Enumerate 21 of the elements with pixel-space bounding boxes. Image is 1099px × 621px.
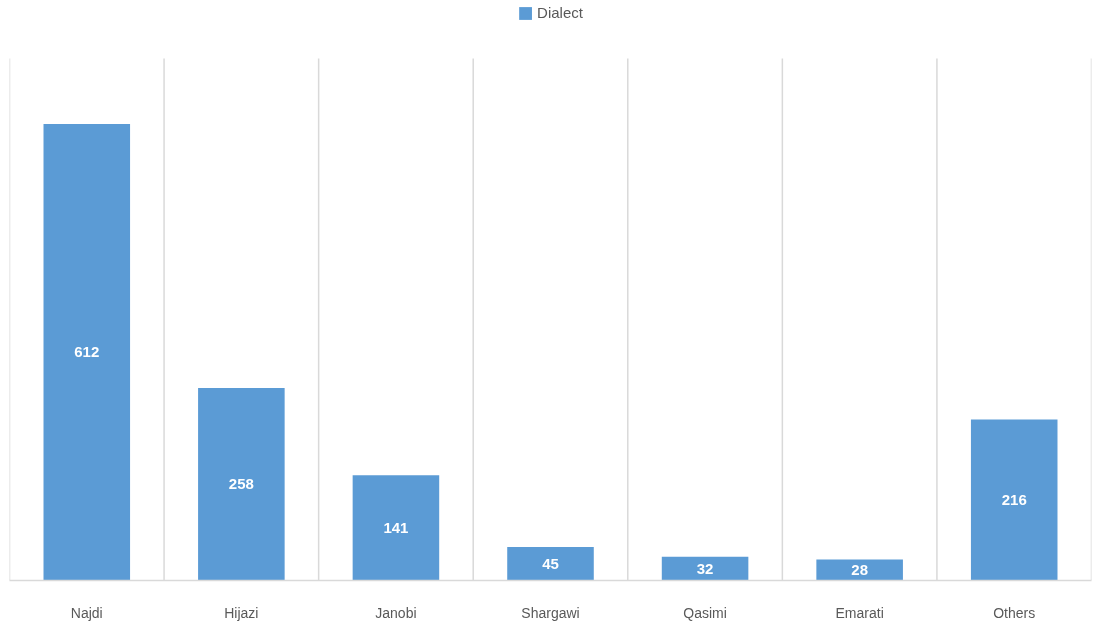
data-label: 28 (851, 561, 868, 579)
x-tick-label: Emarati (835, 604, 884, 621)
data-label: 612 (74, 343, 100, 361)
x-tick-label: Shargawi (521, 604, 580, 621)
data-label: 258 (228, 475, 254, 493)
x-tick-label: Others (993, 604, 1036, 621)
bar (507, 546, 594, 581)
bar (198, 388, 285, 581)
x-tick-label: Hijazi (224, 604, 259, 621)
data-label: 32 (696, 559, 714, 577)
data-label: 45 (542, 554, 559, 572)
x-tick-label: Janobi (375, 604, 417, 621)
bar (43, 124, 131, 581)
x-tick-label: Najdi (70, 604, 103, 621)
x-tick-label: Qasimi (683, 604, 727, 621)
data-label: 141 (383, 518, 409, 536)
bar (661, 556, 749, 581)
bar (352, 475, 440, 581)
bar (970, 419, 1058, 581)
data-label: 216 (1001, 490, 1027, 508)
legend-label: Dialect (537, 4, 583, 21)
